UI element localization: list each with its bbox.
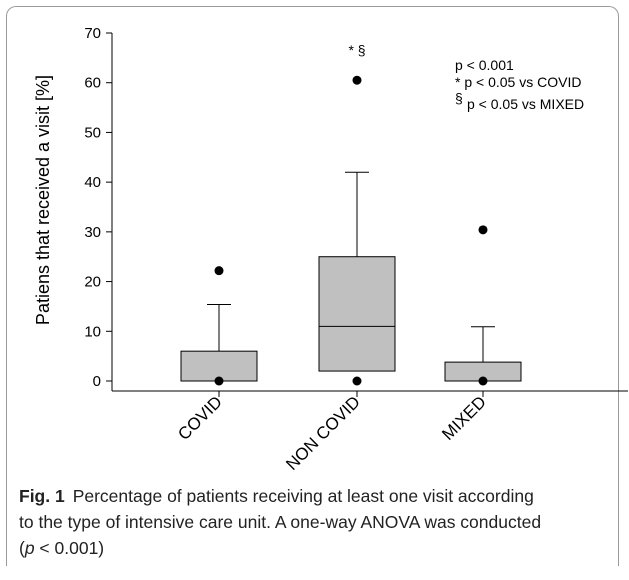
annotation-section-sign: § (455, 90, 463, 106)
annotation-p-vs-mixed: p < 0.05 vs MIXED (467, 96, 584, 112)
y-tick-label: 10 (84, 323, 101, 340)
y-tick-label: 60 (84, 75, 101, 92)
caption-p-symbol: p (24, 538, 35, 558)
x-category-label: COVID (174, 392, 226, 444)
caption-line-3-rest: < 0.001) (34, 538, 105, 558)
y-tick-label: 20 (84, 274, 101, 291)
y-tick-label: 50 (84, 124, 101, 141)
y-tick-label: 0 (93, 373, 101, 390)
outlier-point (214, 376, 224, 386)
box-iqr (180, 350, 258, 382)
box-covid (180, 266, 258, 386)
box-plot-chart: 0 10 20 30 40 50 60 70 COVID NON COVID MIXED * § P… (33, 25, 628, 474)
outlier-point (214, 266, 224, 276)
figure-caption: Fig. 1 Percentage of patients receiving a… (19, 483, 619, 561)
outlier-point (352, 75, 362, 85)
caption-line-2: to the type of intensive care unit. A on… (19, 512, 542, 532)
outlier-point (352, 376, 362, 386)
annotation-p-vs-covid: * p < 0.05 vs COVID (455, 74, 581, 90)
x-category-label: MIXED (438, 392, 490, 444)
caption-figure-label: Fig. 1 (19, 486, 65, 506)
x-category-label: NON COVID (282, 392, 364, 474)
y-tick-label: 70 (84, 25, 101, 42)
box-iqr (318, 256, 396, 372)
box-mixed (444, 225, 522, 386)
y-tick-label: 30 (84, 224, 101, 241)
annotation-p-overall: p < 0.001 (455, 57, 514, 73)
figure-frame (6, 6, 619, 566)
outlier-point (478, 376, 488, 386)
boxes: * § (180, 42, 522, 386)
caption-line-1: Percentage of patients receiving at leas… (72, 486, 534, 506)
y-tick-label: 40 (84, 174, 101, 191)
axes: 0 10 20 30 40 50 60 70 COVID NON COVID MIXED (84, 25, 628, 474)
y-axis-title: Patiens that received a visit [%] (33, 75, 53, 325)
caption-line-3-open: ( (19, 538, 25, 558)
box-non-covid: * § (318, 42, 396, 386)
significance-marker: * § (348, 42, 365, 58)
annotation-block: p < 0.001 * p < 0.05 vs COVID § p < 0.05… (455, 57, 584, 112)
outlier-point (478, 225, 488, 235)
